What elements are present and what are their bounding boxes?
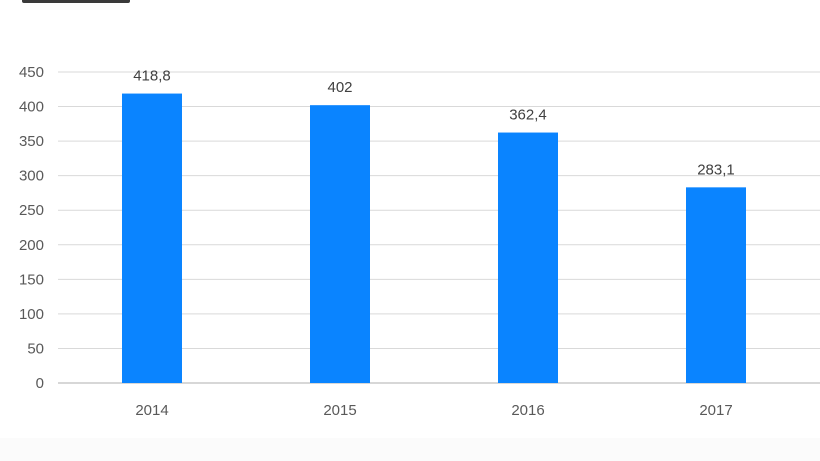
x-tick-label-2014: 2014 (135, 402, 168, 419)
y-tick-label: 0 (36, 375, 44, 392)
x-axis-ticks: 2014 2015 2016 2017 (135, 402, 732, 419)
bar-2015 (310, 105, 370, 383)
x-tick-label-2017: 2017 (699, 402, 732, 419)
x-tick-label-2016: 2016 (511, 402, 544, 419)
data-label-2016: 362,4 (509, 107, 547, 124)
y-tick-label: 300 (19, 168, 44, 185)
x-tick-label-2015: 2015 (323, 402, 356, 419)
bar-2016 (498, 132, 558, 383)
data-labels: 418,8 402 362,4 283,1 (133, 68, 735, 179)
y-tick-label: 450 (19, 64, 44, 81)
data-label-2017: 283,1 (697, 161, 735, 178)
bar-2014 (122, 93, 182, 383)
y-tick-label: 350 (19, 133, 44, 150)
footer-band (0, 438, 820, 461)
top-decoration (22, 0, 130, 3)
bar-2017 (686, 187, 746, 383)
data-label-2014: 418,8 (133, 68, 171, 85)
y-tick-label: 200 (19, 237, 44, 254)
y-tick-label: 250 (19, 202, 44, 219)
y-tick-label: 50 (27, 340, 44, 357)
y-axis-ticks: 0 50 100 150 200 250 300 350 400 450 (19, 64, 44, 392)
gridlines (58, 71, 820, 384)
y-tick-label: 150 (19, 271, 44, 288)
y-tick-label: 400 (19, 99, 44, 116)
bars (122, 93, 746, 383)
y-tick-label: 100 (19, 306, 44, 323)
data-label-2015: 402 (327, 79, 352, 96)
